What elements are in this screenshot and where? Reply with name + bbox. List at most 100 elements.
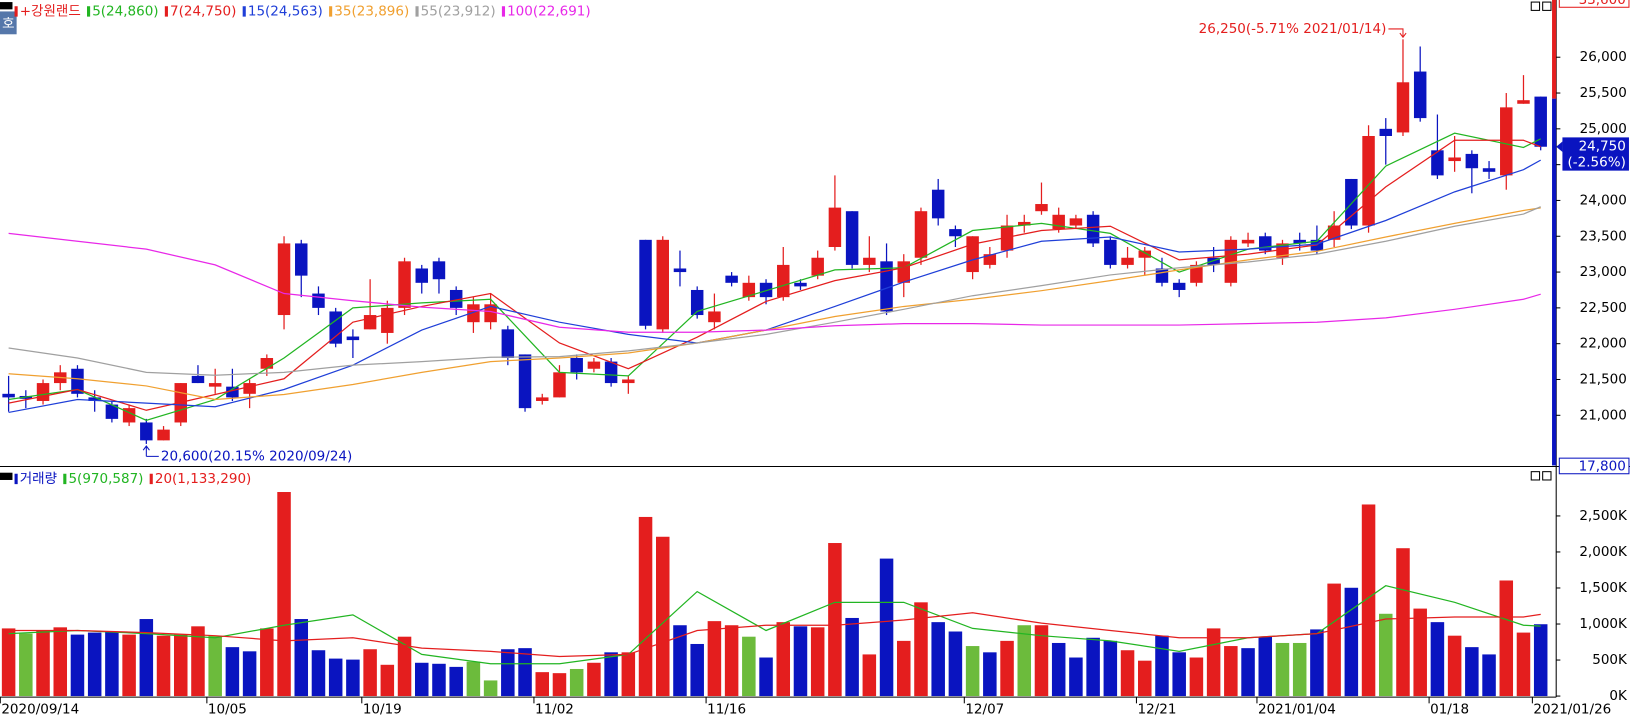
candle-body [1362,135,1375,226]
candle-body [1379,128,1393,136]
candle-body [2,393,15,398]
current-price-pointer [1556,141,1563,152]
volume-bar [1465,647,1479,697]
volume-bar [776,622,791,697]
candle-body [1035,204,1048,212]
volume-bar [759,657,773,697]
candle-body [1413,71,1427,119]
volume-bar [1051,642,1066,697]
volume-bar [638,516,653,697]
legend-label: 20(1,133,290) [155,471,251,487]
volume-bar [225,647,240,697]
legend-label: 100(22,691) [507,3,591,19]
candle-body [1121,257,1134,265]
panel-icon [0,2,13,10]
minimize-button[interactable] [1530,471,1541,481]
y-tick-label: 23,000 [1580,264,1627,280]
limit-gauge-lower [1552,98,1557,466]
volume-bar [105,631,119,697]
candle-body [1482,168,1496,172]
candle-body [983,254,997,265]
legend-marker [329,6,333,17]
price-change-label: (-2.56%) [1568,154,1626,170]
volume-bar [1396,548,1410,697]
volume-bar [879,558,894,697]
legend-label: 5(970,587) [68,471,143,487]
minimize-button[interactable] [1530,1,1541,11]
close-button[interactable] [1542,471,1552,481]
candle-body [759,282,773,298]
volume-bar [36,630,50,697]
candle-body [157,429,170,441]
candle-body [966,236,979,273]
candle-body [1431,150,1444,176]
badge-box[interactable] [0,11,17,35]
y-tick-label: 25,000 [1580,121,1627,137]
moving-average-line [8,585,1541,665]
volume-bar [1000,640,1014,697]
volume-bar [1482,654,1496,697]
volume-bar [1138,660,1152,697]
low-annotation: 20,600(20.15% 2020/09/24) [161,448,352,464]
y-tick-label: 22,000 [1580,336,1627,352]
volume-bar [70,634,85,697]
volume-bar [518,648,532,697]
candle-body [536,397,549,401]
volume-bar [173,634,188,697]
x-tick-label: 2021/01/26 [1533,702,1611,718]
volume-bar [397,636,412,697]
volume-bar [311,650,326,697]
candle-body [1465,153,1479,169]
high-annotation: 26,250(-5.71% 2021/01/14) [1199,21,1387,37]
candle-body [71,368,84,394]
candle-body [604,361,618,384]
candle-body [518,354,532,409]
legend-marker [14,6,18,17]
volume-bar [294,619,309,697]
x-tick-label: 12/07 [965,702,1004,718]
y-tick-label: 22,500 [1580,300,1627,316]
volume-bar [466,661,481,697]
y-tick-label: 2,000K [1579,544,1628,560]
volume-bar [1069,657,1083,697]
volume-bar [845,617,859,697]
upper-limit-box [1558,0,1630,8]
candle-body [140,422,153,441]
volume-bar [569,668,584,697]
candle-body [1138,250,1152,258]
volume-bar [1086,637,1100,697]
candle-body [897,261,910,283]
x-tick-label: 2020/09/14 [1,702,79,718]
volume-bar [604,652,618,697]
volume-bar [1447,635,1462,697]
volume-bar [914,602,928,697]
annotation-arrow [1388,28,1407,39]
volume-bar [501,649,515,697]
volume-bar [724,625,739,697]
volume-bar [242,651,257,697]
volume-bar [191,626,205,697]
volume-bar [1430,622,1445,697]
candle-body [1500,107,1513,176]
candle-body [1000,225,1014,251]
y-tick-label: 24,000 [1580,192,1627,208]
close-button[interactable] [1542,1,1552,11]
volume-bar [1034,625,1049,697]
volume-bar [1344,587,1359,697]
volume-bar [1206,628,1221,697]
candle-body [329,311,342,344]
volume-bar [19,633,33,697]
volume-bar [432,663,446,697]
window-buttons[interactable] [1530,1,1552,481]
candle-body [863,257,876,265]
candle-body [1534,96,1547,147]
candle-body [243,383,256,394]
legend-label: 15(24,563) [248,3,323,19]
candle-body [622,379,635,384]
volume-bar [983,652,997,697]
candle-body [346,336,360,341]
x-tick-label: 01/18 [1430,702,1469,718]
y-tick-label: 25,500 [1580,85,1627,101]
